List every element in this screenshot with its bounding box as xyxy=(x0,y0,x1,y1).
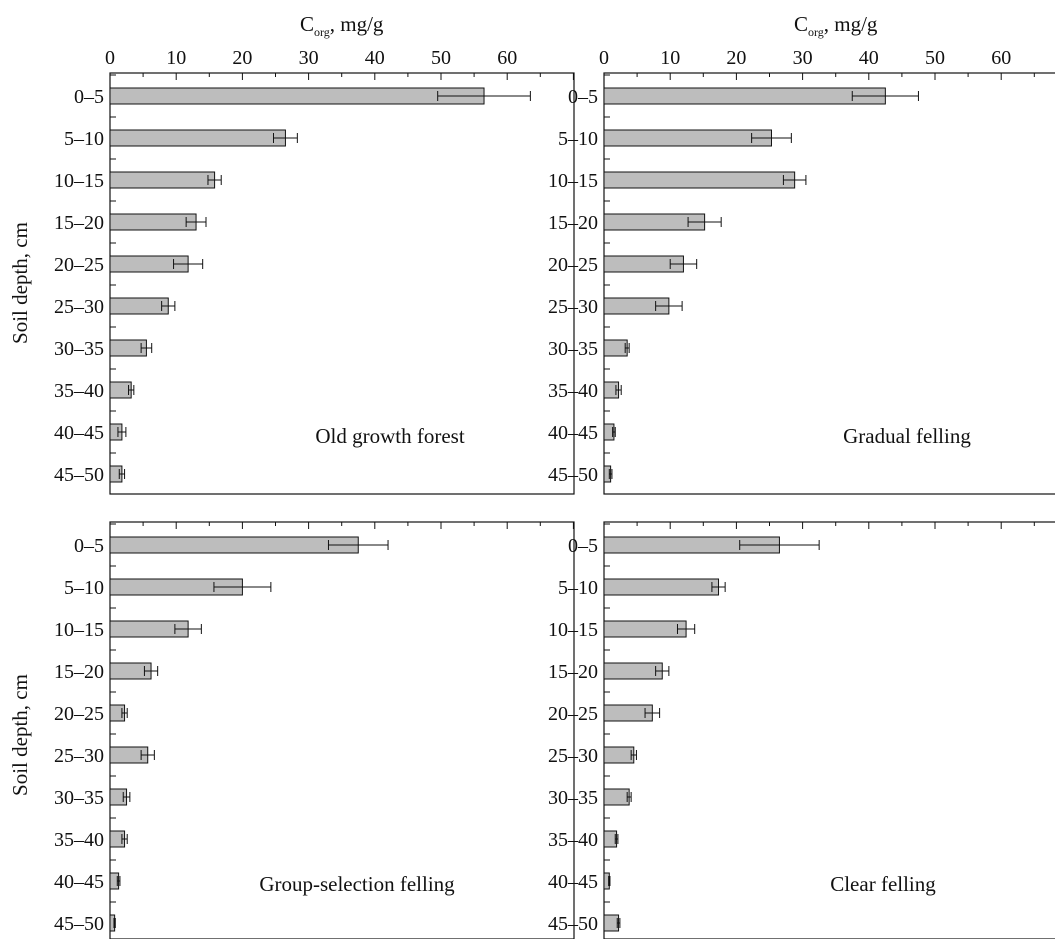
category-label: 5–10 xyxy=(64,577,104,599)
x-tick-label: 20 xyxy=(232,47,252,69)
x-axis-title: Corg, mg/g xyxy=(300,12,384,39)
panel-1: 0–5 5–10 10–15 15–20 20–25 25–30 30–35 35–40 40–… xyxy=(54,72,575,495)
bar xyxy=(603,830,618,848)
category-label: 5–10 xyxy=(558,577,598,599)
category-label: 40–45 xyxy=(548,871,598,893)
panel-2: 0–5 5–10 10–15 15–20 20–25 25–30 30–35 35–40 40–… xyxy=(548,72,1055,495)
panel-label: Group-selection felling xyxy=(259,872,455,896)
bar xyxy=(109,171,216,189)
category-label: 15–20 xyxy=(54,212,104,234)
panel-label: Gradual felling xyxy=(843,424,971,448)
bar xyxy=(109,536,359,554)
panel-frame xyxy=(603,72,1055,495)
bar xyxy=(109,129,286,147)
x-tick-label: 60 xyxy=(497,47,517,69)
y-axis-title: Soil depth, cm xyxy=(8,674,32,796)
category-label: 45–50 xyxy=(54,913,104,935)
category-label: 5–10 xyxy=(558,128,598,150)
category-label: 25–30 xyxy=(54,296,104,318)
bar xyxy=(603,87,886,105)
category-label: 45–50 xyxy=(548,464,598,486)
category-label: 10–15 xyxy=(54,170,104,192)
category-label: 25–30 xyxy=(548,745,598,767)
bar xyxy=(603,662,663,680)
category-label: 35–40 xyxy=(54,380,104,402)
category-label: 5–10 xyxy=(64,128,104,150)
category-label: 40–45 xyxy=(548,422,598,444)
x-tick-label: 40 xyxy=(859,47,879,69)
panel-frame xyxy=(603,521,1055,939)
x-tick-label: 0 xyxy=(599,47,609,69)
category-label: 20–25 xyxy=(54,254,104,276)
x-axis-title: Corg, mg/g xyxy=(794,12,878,39)
bar xyxy=(603,578,720,596)
x-tick-label: 50 xyxy=(925,47,945,69)
category-label: 20–25 xyxy=(548,703,598,725)
bar xyxy=(109,87,485,105)
y-axis-title: Soil depth, cm xyxy=(8,222,32,344)
x-tick-label: 30 xyxy=(299,47,319,69)
bar xyxy=(109,381,132,399)
x-tick-label: 40 xyxy=(365,47,385,69)
category-label: 10–15 xyxy=(548,619,598,641)
category-label: 35–40 xyxy=(54,829,104,851)
category-label: 10–15 xyxy=(54,619,104,641)
bar xyxy=(603,339,628,357)
category-label: 0–5 xyxy=(568,535,598,557)
x-tick-label: 20 xyxy=(726,47,746,69)
category-label: 35–40 xyxy=(548,829,598,851)
category-label: 40–45 xyxy=(54,422,104,444)
panel-label: Old growth forest xyxy=(315,424,464,448)
category-label: 0–5 xyxy=(74,86,104,108)
bar xyxy=(109,213,197,231)
bar xyxy=(603,746,635,764)
category-label: 15–20 xyxy=(548,661,598,683)
category-label: 40–45 xyxy=(54,871,104,893)
category-label: 45–50 xyxy=(548,913,598,935)
category-label: 30–35 xyxy=(54,338,104,360)
category-label: 30–35 xyxy=(548,787,598,809)
x-tick-label: 30 xyxy=(793,47,813,69)
category-label: 0–5 xyxy=(74,535,104,557)
bar xyxy=(109,297,169,315)
x-tick-label: 50 xyxy=(431,47,451,69)
category-label: 10–15 xyxy=(548,170,598,192)
category-label: 20–25 xyxy=(548,254,598,276)
bar xyxy=(603,620,687,638)
category-label: 30–35 xyxy=(548,338,598,360)
category-label: 15–20 xyxy=(54,661,104,683)
panel-4: 0–5 5–10 10–15 15–20 20–25 25–30 30–35 35–40 40–… xyxy=(548,521,1055,939)
x-tick-label: 10 xyxy=(660,47,680,69)
x-tick-label: 0 xyxy=(105,47,115,69)
category-label: 20–25 xyxy=(54,703,104,725)
bar xyxy=(603,914,620,932)
panel-label: Clear felling xyxy=(830,872,936,896)
category-label: 30–35 xyxy=(54,787,104,809)
category-label: 25–30 xyxy=(54,745,104,767)
x-tick-label: 10 xyxy=(166,47,186,69)
bar xyxy=(603,129,772,147)
category-label: 45–50 xyxy=(54,464,104,486)
bar xyxy=(603,171,796,189)
bar xyxy=(603,788,630,806)
panel-3: 0–5 5–10 10–15 15–20 20–25 25–30 30–35 35–40 40–… xyxy=(54,521,575,939)
category-label: 35–40 xyxy=(548,380,598,402)
category-label: 15–20 xyxy=(548,212,598,234)
category-label: 25–30 xyxy=(548,296,598,318)
x-tick-label: 60 xyxy=(991,47,1011,69)
category-label: 0–5 xyxy=(568,86,598,108)
